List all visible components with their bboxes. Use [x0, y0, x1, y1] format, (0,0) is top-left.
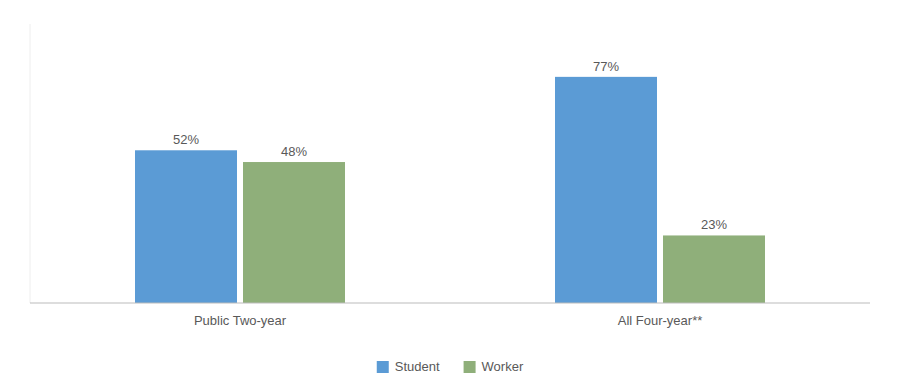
bar [555, 77, 657, 303]
legend-swatch [464, 361, 476, 373]
plot-area: 52% 77% 48% 23% Public Two-year All Four-year… [30, 24, 870, 328]
legend-item: Student [377, 359, 440, 374]
chart: 52% 77% 48% 23% Public Two-year All Four-year… [0, 0, 900, 387]
legend: Student Worker [377, 359, 524, 374]
data-label: 77% [593, 59, 619, 74]
chart-container: 52% 77% 48% 23% Public Two-year All Four-year… [0, 0, 900, 387]
bar [663, 235, 765, 303]
data-label: 52% [173, 132, 199, 147]
bars [135, 77, 765, 303]
x-tick-label: All Four-year** [618, 313, 703, 328]
x-tick-label: Public Two-year [194, 313, 287, 328]
bar [135, 150, 237, 303]
legend-label: Worker [482, 359, 524, 374]
data-label: 23% [701, 217, 727, 232]
bar [243, 162, 345, 303]
legend-item: Worker [464, 359, 524, 374]
data-label: 48% [281, 144, 307, 159]
x-axis [30, 303, 870, 304]
data-labels: 52% 77% 48% 23% [173, 59, 727, 233]
legend-label: Student [395, 359, 440, 374]
legend-swatch [377, 361, 389, 373]
y-axis-line [30, 24, 31, 303]
